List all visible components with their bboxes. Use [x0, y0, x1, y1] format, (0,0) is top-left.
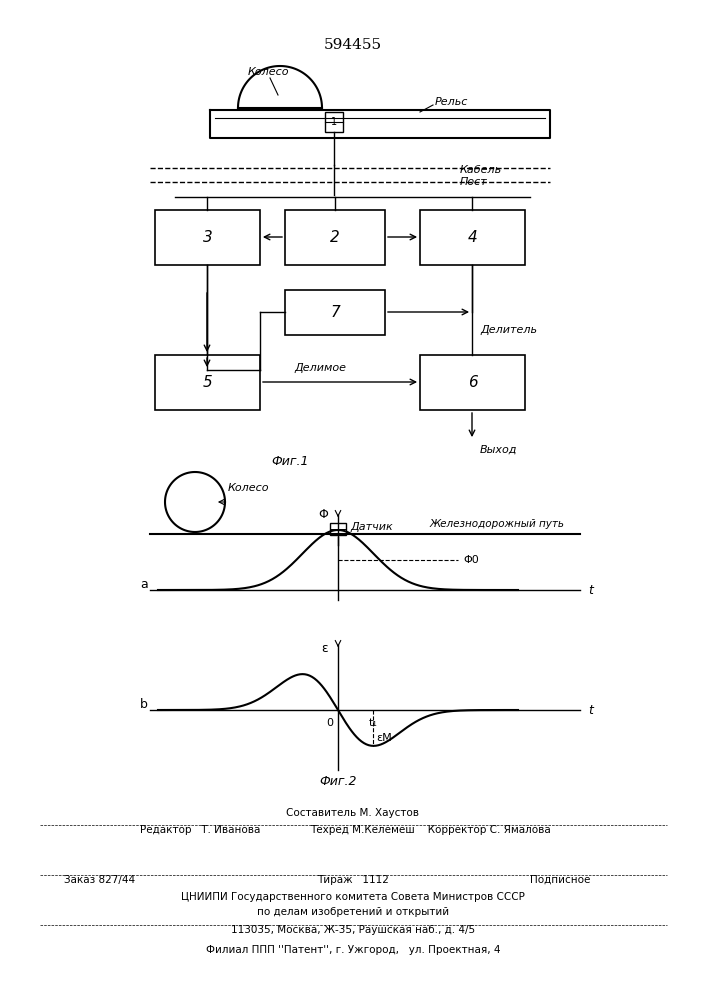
Text: 113035, Москва, Ж-35, Раушская наб., д. 4/5: 113035, Москва, Ж-35, Раушская наб., д. …: [231, 925, 475, 935]
Bar: [285, 290, 385, 335]
Text: Делимое: Делимое: [294, 363, 346, 373]
Polygon shape: [238, 66, 322, 108]
Text: Фиг.1: Фиг.1: [271, 455, 309, 468]
Bar: [420, 210, 525, 265]
Text: Филиал ППП ''Патент'', г. Ужгород,   ул. Проектная, 4: Филиал ППП ''Патент'', г. Ужгород, ул. П…: [206, 945, 501, 955]
Text: t₁: t₁: [369, 718, 378, 728]
Text: Делитель: Делитель: [480, 325, 537, 335]
Text: a: a: [140, 578, 148, 591]
Text: 3: 3: [203, 230, 212, 245]
Text: 4: 4: [467, 230, 477, 245]
Text: εМ: εМ: [377, 733, 392, 743]
Text: 6: 6: [467, 375, 477, 390]
Text: Кабель: Кабель: [460, 165, 502, 175]
Text: Техред М.Келемеш    Корректор С. Ямалова: Техред М.Келемеш Корректор С. Ямалова: [310, 825, 550, 835]
Text: Φ: Φ: [318, 508, 328, 522]
Text: ЦНИИПИ Государственного комитета Совета Министров СССР: ЦНИИПИ Государственного комитета Совета …: [181, 892, 525, 902]
Text: t: t: [588, 704, 593, 716]
Text: Редактор   Т. Иванова: Редактор Т. Иванова: [140, 825, 260, 835]
Text: Тираж   1112: Тираж 1112: [317, 875, 389, 885]
Text: Заказ 827/44: Заказ 827/44: [64, 875, 136, 885]
Polygon shape: [165, 472, 225, 532]
Bar: [155, 210, 260, 265]
Text: Фиг.2: Фиг.2: [320, 775, 357, 788]
Bar: [420, 355, 525, 410]
Bar: [330, 523, 346, 535]
Text: Составитель М. Хаустов: Составитель М. Хаустов: [286, 808, 419, 818]
Text: t: t: [588, 584, 593, 596]
Text: 594455: 594455: [324, 38, 382, 52]
Text: Подписное: Подписное: [530, 875, 590, 885]
Text: Выход: Выход: [480, 445, 518, 455]
Bar: [325, 112, 343, 132]
Text: 0: 0: [326, 718, 333, 728]
Text: 2: 2: [330, 230, 340, 245]
Bar: [155, 355, 260, 410]
Text: Рельс: Рельс: [435, 97, 468, 107]
Text: Железнодорожный путь: Железнодорожный путь: [430, 519, 565, 529]
Text: Колесо: Колесо: [228, 483, 269, 493]
Text: ε: ε: [322, 642, 328, 654]
Text: Колесо: Колесо: [248, 67, 289, 77]
Text: Пост: Пост: [460, 177, 488, 187]
Bar: [285, 210, 385, 265]
Text: Датчик: Датчик: [350, 522, 393, 532]
Text: 1: 1: [331, 117, 337, 127]
Text: Φ0: Φ0: [463, 555, 479, 565]
Text: 7: 7: [330, 305, 340, 320]
Text: 5: 5: [203, 375, 212, 390]
Text: по делам изобретений и открытий: по делам изобретений и открытий: [257, 907, 449, 917]
Text: b: b: [140, 698, 148, 712]
